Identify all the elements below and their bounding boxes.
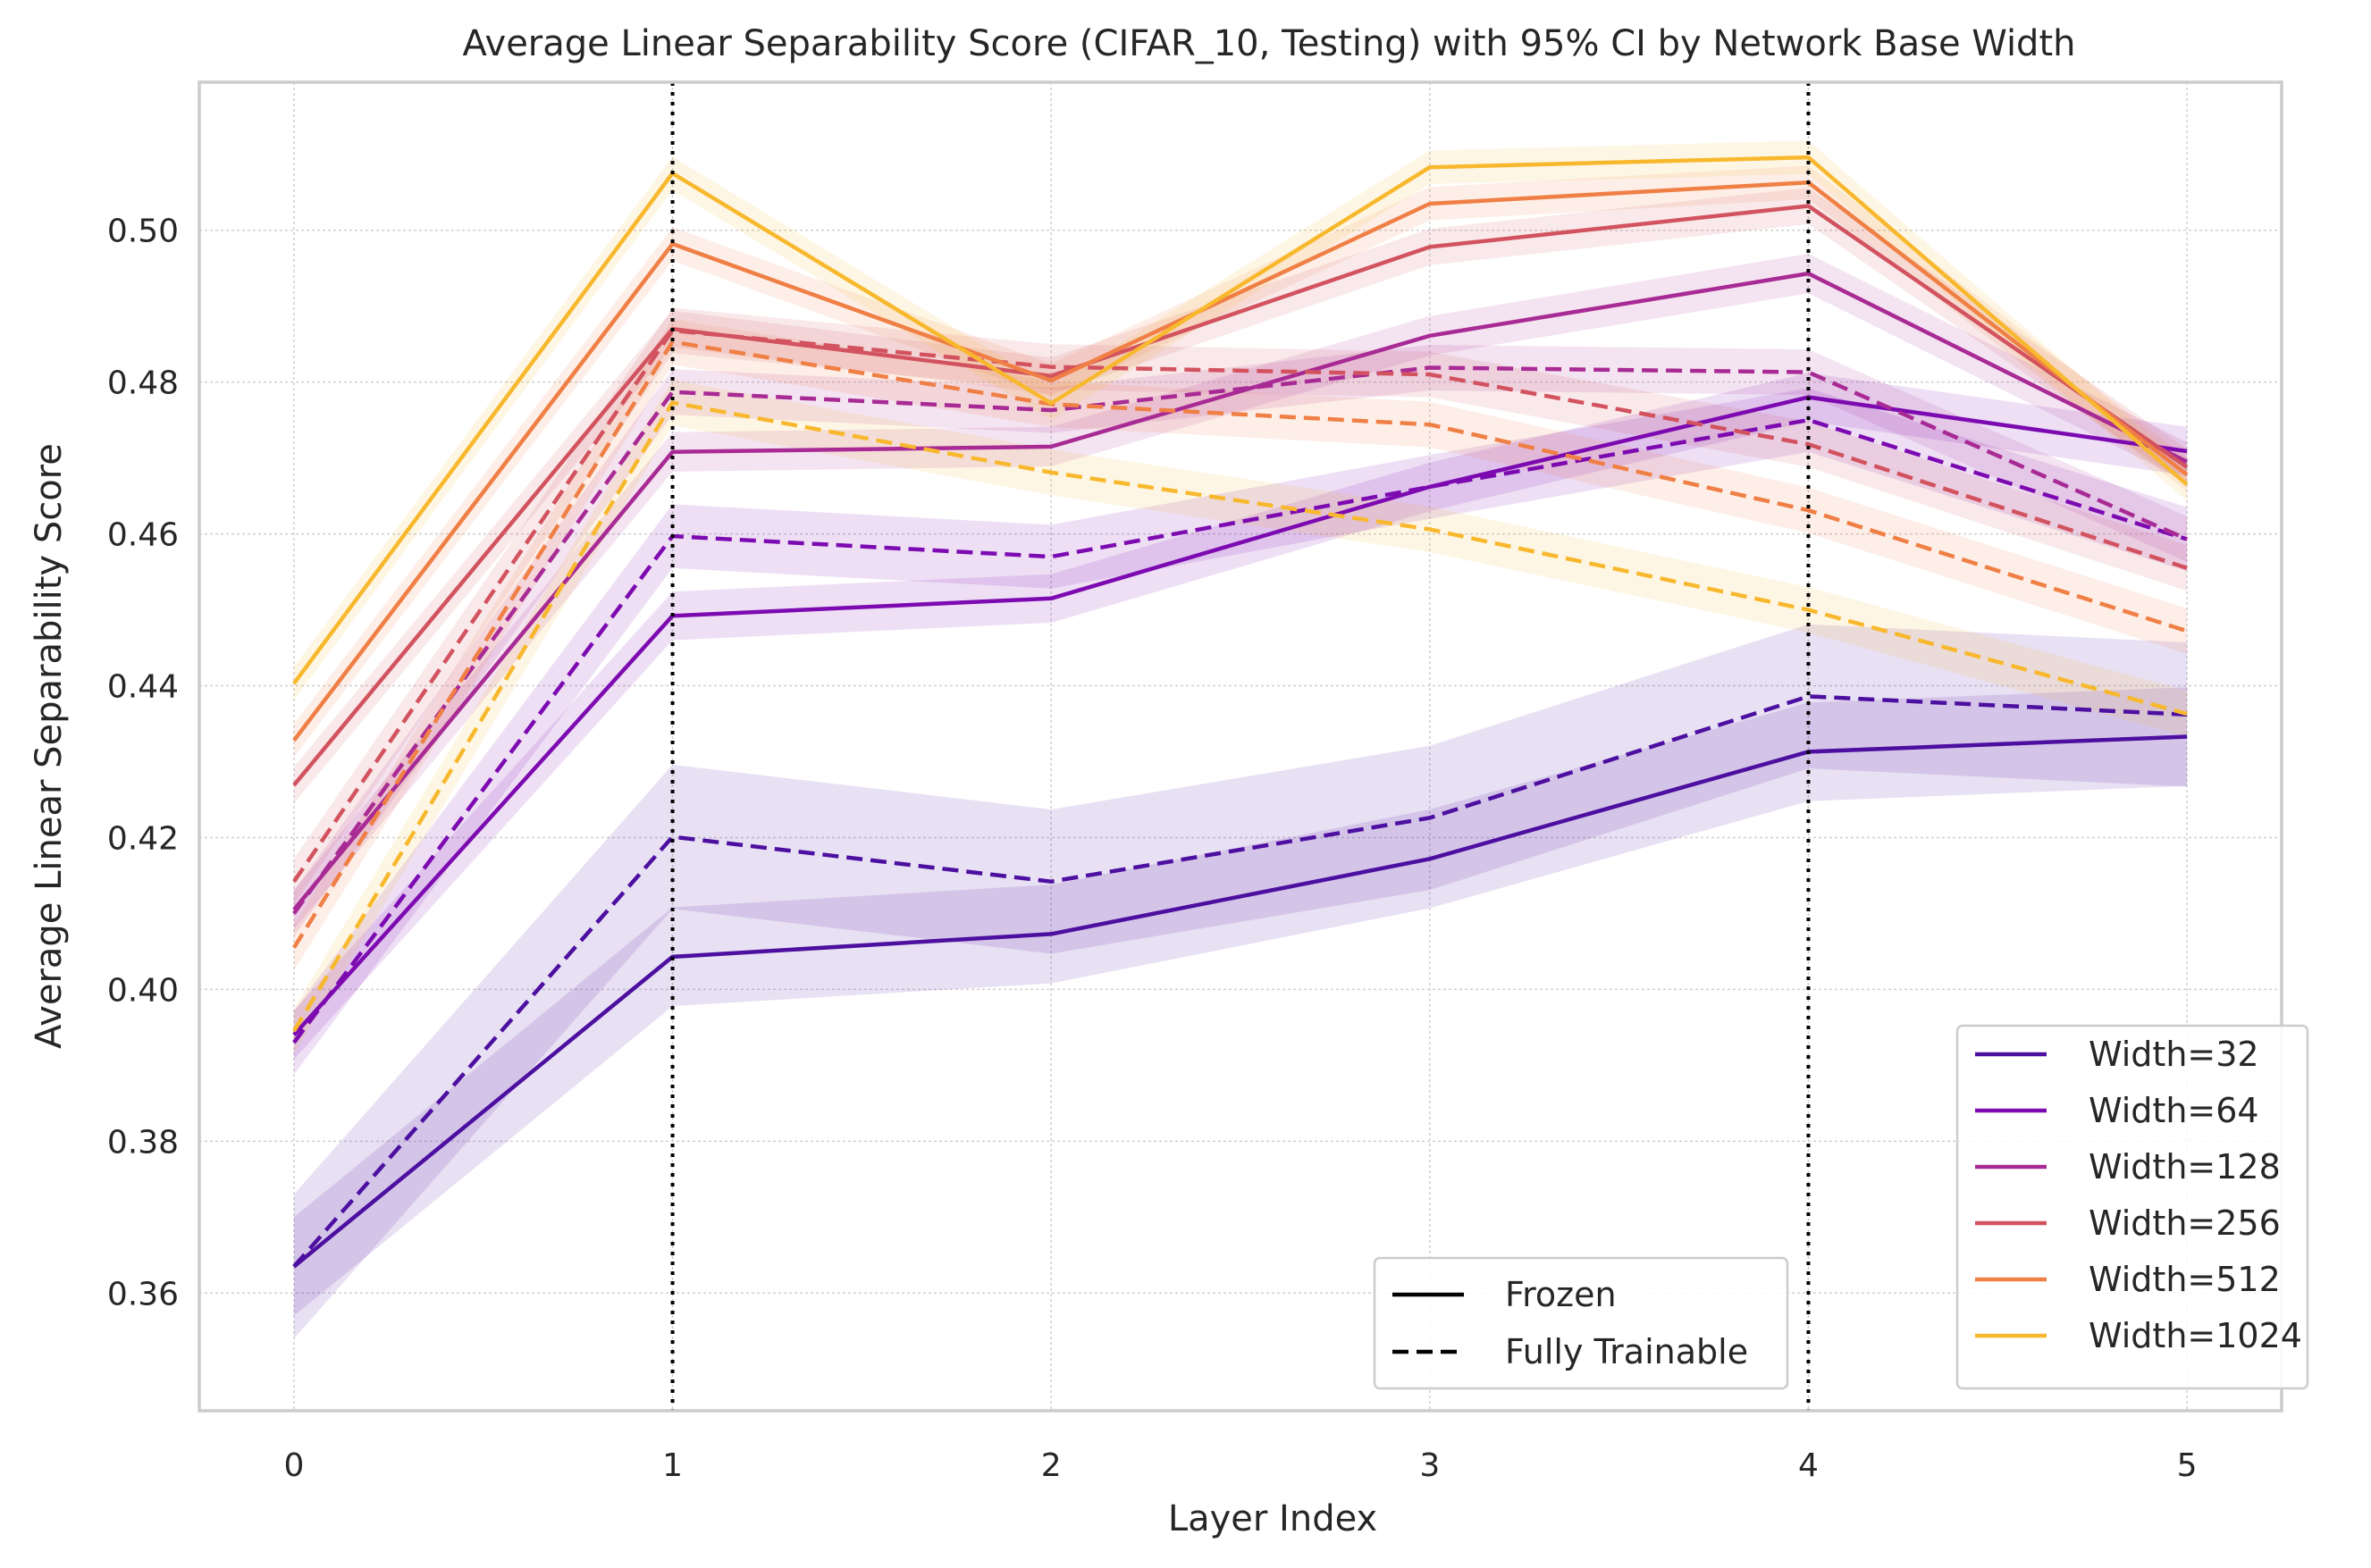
ci-band-frozen — [293, 373, 2188, 1060]
series-line-fully-trainable — [292, 417, 2188, 1044]
width-legend-label: Width=128 — [2089, 1147, 2281, 1186]
ci-band-fully-trainable — [293, 380, 2188, 1054]
series-lines — [291, 155, 2189, 1269]
style-legend-box — [1373, 1256, 1789, 1390]
x-tick-label: 5 — [2177, 1447, 2198, 1484]
y-tick-label: 0.46 — [107, 517, 179, 554]
y-tick-label: 0.42 — [107, 820, 179, 857]
y-tick-label: 0.40 — [107, 972, 179, 1009]
y-tick-label: 0.44 — [107, 669, 179, 706]
width-legend-label: Width=64 — [2089, 1091, 2259, 1130]
width-legend-label: Width=512 — [2089, 1260, 2281, 1299]
series-line-frozen — [292, 395, 2188, 1036]
chart-title: Average Linear Separability Score (CIFAR… — [463, 23, 2076, 64]
series-line-frozen — [292, 155, 2189, 685]
x-tick-label: 3 — [1419, 1447, 1440, 1484]
width-legend-label: Width=256 — [2089, 1203, 2281, 1243]
ci-band-fully-trainable — [293, 624, 2188, 1339]
ci-band-fully-trainable — [293, 319, 2188, 971]
grid — [199, 82, 2282, 1411]
series-line-fully-trainable — [292, 365, 2189, 915]
series-line-fully-trainable — [292, 328, 2188, 883]
y-axis-label: Average Linear Separability Score — [29, 443, 70, 1049]
series-line-frozen — [292, 204, 2189, 787]
width-legend-box — [1955, 1024, 2309, 1390]
x-axis-label: Layer Index — [1168, 1498, 1377, 1539]
style-legend-label: Frozen — [1505, 1275, 1617, 1314]
series-line-fully-trainable — [291, 340, 2188, 949]
style-legend: Frozen Fully Trainable — [1373, 1256, 1789, 1390]
width-legend-label: Width=1024 — [2089, 1316, 2302, 1355]
y-tick-label: 0.38 — [107, 1124, 179, 1161]
x-axis-ticks: 0 1 2 3 4 5 — [283, 1447, 2197, 1484]
x-tick-label: 4 — [1798, 1447, 1819, 1484]
style-legend-label: Fully Trainable — [1505, 1332, 1748, 1371]
width-legend: Width=32 Width=64 Width=128 Width=256 Width=… — [1955, 1024, 2309, 1390]
ci-band-frozen — [293, 687, 2188, 1316]
y-tick-label: 0.48 — [107, 365, 179, 402]
x-tick-label: 2 — [1041, 1447, 1062, 1484]
series-line-fully-trainable — [291, 400, 2188, 1033]
width-legend-label: Width=32 — [2089, 1035, 2259, 1074]
ci-band-fully-trainable — [293, 388, 2188, 1075]
x-tick-label: 1 — [662, 1447, 683, 1484]
x-tick-label: 0 — [283, 1447, 304, 1484]
series-line-fully-trainable — [292, 694, 2188, 1269]
series-line-frozen — [292, 734, 2188, 1269]
series-line-frozen — [292, 271, 2189, 911]
y-tick-label: 0.50 — [107, 214, 179, 250]
series-line-frozen — [292, 180, 2189, 742]
plot-frame — [198, 80, 2283, 1413]
y-tick-label: 0.36 — [107, 1276, 179, 1312]
y-axis-ticks: 0.36 0.38 0.40 0.42 0.44 0.46 0.48 0.50 — [107, 214, 179, 1313]
